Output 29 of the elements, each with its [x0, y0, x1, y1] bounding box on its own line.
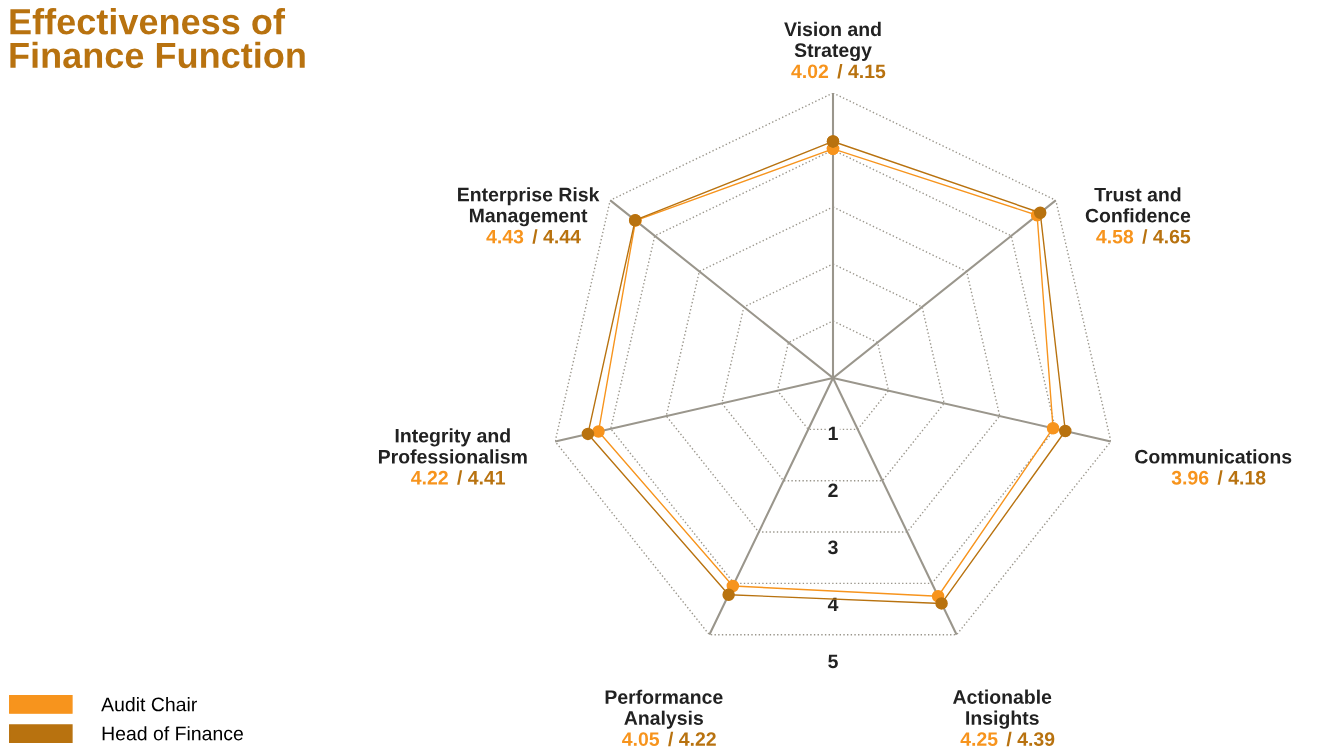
text: / 4.65	[1142, 229, 1191, 244]
text: / 4.41	[457, 470, 506, 485]
text: 4.43	[486, 229, 524, 244]
text: 4.25	[960, 732, 998, 746]
spoke-label: Vision and Strategy	[784, 21, 881, 61]
y-tick-label: 2	[828, 483, 838, 498]
spoke-label: Actionable Insights	[953, 689, 1052, 729]
spoke-label: Enterprise Risk Management	[458, 187, 600, 227]
chart-title: Effectiveness of Finance Function	[10, 8, 305, 69]
text: 3.96	[1171, 470, 1209, 485]
legend-label: Head of Finance	[102, 726, 243, 741]
y-tick-label: 1	[828, 426, 838, 441]
spoke-label: Trust and Confidence	[1085, 187, 1191, 223]
text: 4.05	[622, 732, 660, 746]
y-tick-label: 5	[828, 654, 838, 669]
spoke-label: Communications	[1135, 449, 1292, 464]
spoke-label: Integrity and Professionalism	[378, 428, 527, 464]
text: 4.58	[1096, 229, 1134, 244]
text: / 4.44	[532, 229, 581, 244]
legend-label: Audit Chair	[101, 697, 197, 712]
text: 4.02	[791, 64, 829, 79]
text: / 4.22	[668, 731, 716, 747]
y-tick-label: 3	[828, 540, 838, 555]
text: 4.22	[411, 470, 448, 485]
text: / 4.15	[837, 63, 886, 79]
text: / 4.39	[1006, 731, 1055, 747]
spoke-label: Performance Analysis	[605, 689, 723, 729]
text: / 4.18	[1217, 470, 1266, 485]
y-tick-label: 4	[827, 597, 839, 612]
